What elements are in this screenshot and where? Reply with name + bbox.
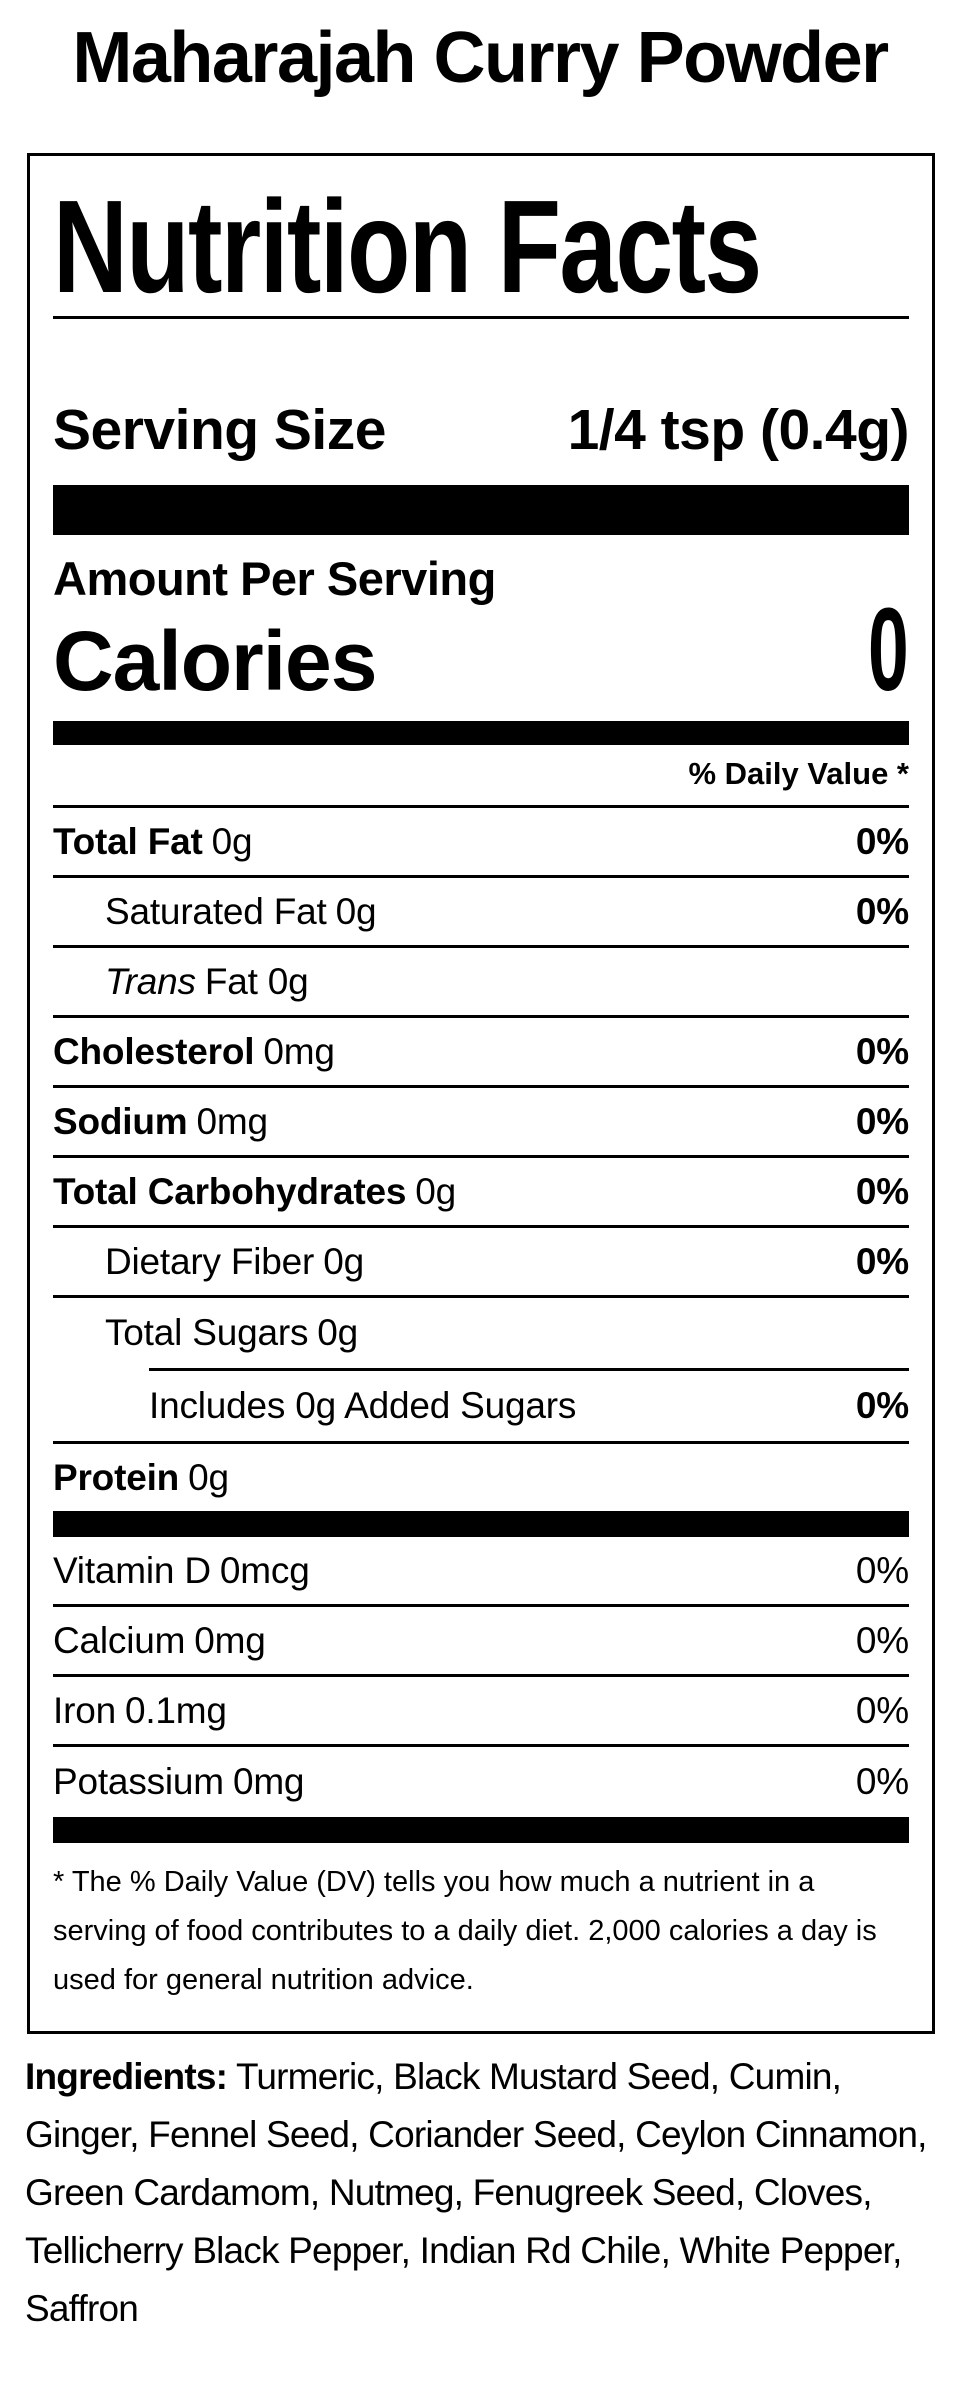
nutrient-name: Potassium bbox=[53, 1761, 224, 1802]
page-title: Maharajah Curry Powder bbox=[72, 18, 889, 98]
row-potassium: Potassium 0mg 0% bbox=[53, 1747, 909, 1817]
separator-bar-thick bbox=[53, 485, 909, 535]
row-trans-fat-text: Trans Fat 0g bbox=[105, 961, 309, 1003]
ingredients-list: Turmeric, Black Mustard Seed, Cumin, Gin… bbox=[25, 2056, 927, 2329]
nutrient-name: Includes 0g Added Sugars bbox=[149, 1385, 577, 1426]
separator-bar-medium bbox=[53, 721, 909, 745]
daily-value-header: % Daily Value * bbox=[53, 745, 909, 808]
nutrient-amount: 0mcg bbox=[219, 1549, 310, 1591]
row-trans-fat: Trans Fat 0g bbox=[53, 948, 909, 1018]
row-sodium: Sodium 0mg 0% bbox=[53, 1088, 909, 1158]
nutrient-name: Dietary Fiber bbox=[105, 1240, 315, 1282]
row-total-fat: Total Fat 0g 0% bbox=[53, 808, 909, 878]
nutrient-amount: Fat 0g bbox=[204, 960, 309, 1002]
nutrient-name: Calcium bbox=[53, 1619, 186, 1661]
nutrient-amount: 0mg bbox=[232, 1761, 305, 1802]
nutrient-name: Protein bbox=[53, 1456, 180, 1498]
row-potassium-text: Potassium 0mg bbox=[53, 1761, 305, 1803]
nutrient-dv: 0% bbox=[855, 1689, 909, 1731]
row-vitamin-d-text: Vitamin D 0mcg bbox=[53, 1550, 310, 1592]
nutrient-dv: 0% bbox=[855, 1100, 909, 1142]
row-added-sugars: Includes 0g Added Sugars 0% bbox=[149, 1371, 909, 1441]
nutrient-amount: 0mg bbox=[194, 1619, 266, 1661]
nutrient-name: Cholesterol bbox=[53, 1030, 255, 1072]
nutrient-name: Vitamin D bbox=[53, 1549, 211, 1591]
calories-value: 0 bbox=[868, 584, 909, 716]
row-total-fat-text: Total Fat 0g bbox=[53, 820, 253, 863]
nutrient-dv: 0% bbox=[855, 1030, 909, 1072]
calories-row: Calories 0 bbox=[53, 584, 909, 716]
nutrient-dv: 0% bbox=[855, 890, 909, 932]
nutrient-name: Iron bbox=[53, 1689, 116, 1731]
nutrient-amount: 0g bbox=[335, 890, 377, 932]
row-sodium-text: Sodium 0mg bbox=[53, 1101, 268, 1143]
row-total-carbohydrates: Total Carbohydrates 0g 0% bbox=[53, 1158, 909, 1228]
nutrient-name: Total Carbohydrates bbox=[53, 1170, 407, 1212]
nutrient-dv: 0% bbox=[855, 1170, 909, 1212]
row-total-sugars-text: Total Sugars 0g bbox=[105, 1312, 358, 1354]
row-iron: Iron 0.1mg 0% bbox=[53, 1677, 909, 1747]
row-protein: Protein 0g bbox=[53, 1441, 909, 1511]
nutrient-dv: 0% bbox=[855, 820, 909, 862]
row-calcium: Calcium 0mg 0% bbox=[53, 1607, 909, 1677]
row-vitamin-d: Vitamin D 0mcg 0% bbox=[53, 1537, 909, 1607]
nutrient-amount: 0g bbox=[317, 1312, 359, 1353]
nutrient-amount: 0mg bbox=[263, 1030, 335, 1072]
row-calcium-text: Calcium 0mg bbox=[53, 1620, 266, 1662]
separator-bar-footnote bbox=[53, 1817, 909, 1843]
row-saturated-fat-text: Saturated Fat 0g bbox=[105, 890, 377, 933]
nutrient-dv: 0% bbox=[855, 1240, 909, 1282]
row-cholesterol: Cholesterol 0mg 0% bbox=[53, 1018, 909, 1088]
nutrition-facts-panel: Nutrition Facts Serving Size 1/4 tsp (0.… bbox=[27, 153, 935, 2034]
row-saturated-fat: Saturated Fat 0g 0% bbox=[53, 878, 909, 948]
amount-per-serving-label: Amount Per Serving bbox=[53, 552, 496, 605]
nutrient-amount: 0g bbox=[415, 1170, 457, 1212]
heading-divider bbox=[53, 316, 909, 319]
row-added-sugars-text: Includes 0g Added Sugars bbox=[149, 1385, 576, 1427]
nutrient-name: Saturated Fat bbox=[105, 890, 327, 932]
row-dietary-fiber-text: Dietary Fiber 0g bbox=[105, 1241, 364, 1283]
row-total-sugars: Total Sugars 0g bbox=[53, 1298, 909, 1368]
nutrient-amount: 0g bbox=[211, 820, 253, 862]
calories-label: Calories bbox=[53, 614, 377, 708]
nutrient-amount: 0.1mg bbox=[124, 1689, 227, 1731]
row-total-carbohydrates-text: Total Carbohydrates 0g bbox=[53, 1171, 456, 1213]
row-protein-text: Protein 0g bbox=[53, 1457, 229, 1499]
nutrition-facts-heading-text: Nutrition Facts bbox=[53, 173, 762, 320]
nutrient-dv: 0% bbox=[855, 1385, 909, 1426]
nutrient-dv: 0% bbox=[855, 1761, 909, 1802]
nutrient-dv: 0% bbox=[855, 1549, 909, 1591]
nutrition-facts-heading: Nutrition Facts bbox=[53, 178, 909, 316]
row-cholesterol-text: Cholesterol 0mg bbox=[53, 1031, 335, 1073]
row-dietary-fiber: Dietary Fiber 0g 0% bbox=[53, 1228, 909, 1298]
nutrient-amount: 0g bbox=[188, 1456, 229, 1498]
ingredients-label: Ingredients: bbox=[25, 2056, 228, 2097]
daily-value-footnote: * The % Daily Value (DV) tells you how m… bbox=[53, 1866, 877, 1996]
nutrient-amount: 0g bbox=[323, 1240, 364, 1282]
serving-size-label: Serving Size bbox=[53, 398, 386, 462]
ingredients-section: Ingredients: Turmeric, Black Mustard See… bbox=[25, 2048, 936, 2338]
serving-size-row: Serving Size 1/4 tsp (0.4g) bbox=[53, 398, 910, 462]
nutrient-name: Trans bbox=[105, 960, 196, 1002]
nutrient-dv: 0% bbox=[855, 1619, 909, 1661]
separator-bar-vitamins bbox=[53, 1511, 909, 1537]
nutrient-name: Sodium bbox=[53, 1100, 188, 1142]
added-sugars-section: Includes 0g Added Sugars 0% bbox=[149, 1368, 909, 1441]
nutrient-amount: 0mg bbox=[196, 1100, 268, 1142]
nutrient-name: Total Fat bbox=[53, 820, 203, 862]
row-iron-text: Iron 0.1mg bbox=[53, 1690, 227, 1732]
nutrient-name: Total Sugars bbox=[105, 1312, 309, 1353]
serving-size-value: 1/4 tsp (0.4g) bbox=[567, 398, 910, 462]
